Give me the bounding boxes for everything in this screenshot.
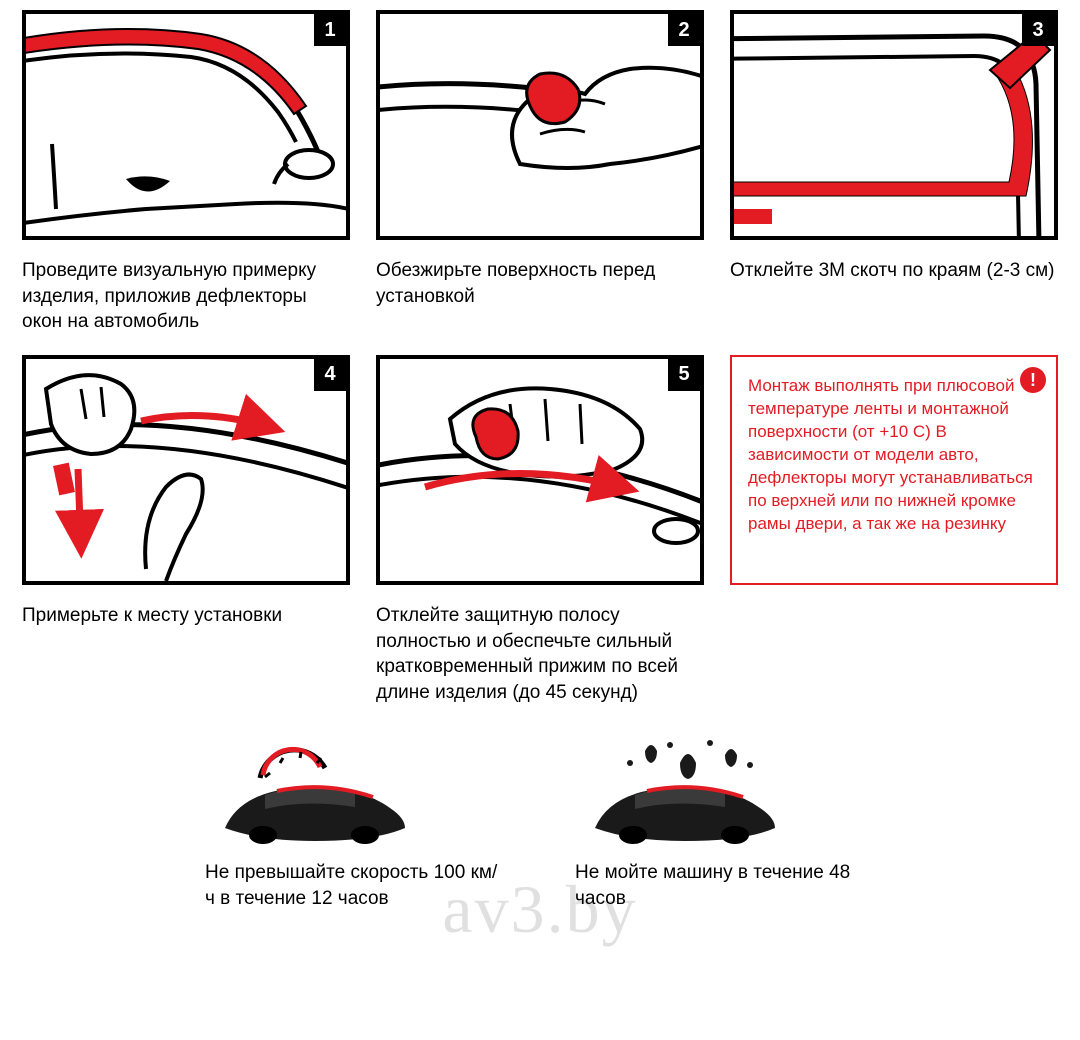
step-1: 1 Проведите визуальную примерку изделия,… <box>22 10 350 335</box>
tip-speed: Не превышайте скорость 100 км/ч в течени… <box>205 733 505 911</box>
step-5-caption: Отклейте защитную полосу полностью и обе… <box>376 603 704 706</box>
step-1-illustration <box>26 14 346 236</box>
step-5-number: 5 <box>668 359 700 391</box>
step-2: 2 Обезжирьте поверхность перед установко… <box>376 10 704 335</box>
step-1-panel: 1 <box>22 10 350 240</box>
step-5-illustration <box>380 359 700 581</box>
step-4: 4 Примерьте к месту установки <box>22 355 350 706</box>
tip-speed-illustration <box>205 733 415 848</box>
step-3-caption: Отклейте 3М скотч по краям (2-3 см) <box>730 258 1058 284</box>
warning-icon: ! <box>1020 367 1046 393</box>
step-3: 3 Отклейте 3М скотч по краям (2-3 см) <box>730 10 1058 335</box>
warning-box: ! Монтаж выполнять при плюсовой температ… <box>730 355 1058 585</box>
steps-grid: 1 Проведите визуальную примерку изделия,… <box>22 10 1058 705</box>
step-5-panel: 5 <box>376 355 704 585</box>
tip-wash-caption: Не мойте машину в течение 48 часов <box>575 860 875 911</box>
tip-wash-illustration <box>575 733 785 848</box>
step-4-illustration <box>26 359 346 581</box>
step-1-caption: Проведите визуальную примерку изделия, п… <box>22 258 350 335</box>
warning-step: ! Монтаж выполнять при плюсовой температ… <box>730 355 1058 706</box>
step-3-number: 3 <box>1022 14 1054 46</box>
step-2-panel: 2 <box>376 10 704 240</box>
step-2-illustration <box>380 14 700 236</box>
tip-wash: Не мойте машину в течение 48 часов <box>575 733 875 911</box>
step-2-caption: Обезжирьте поверхность перед установкой <box>376 258 704 309</box>
step-4-panel: 4 <box>22 355 350 585</box>
step-2-number: 2 <box>668 14 700 46</box>
tip-speed-caption: Не превышайте скорость 100 км/ч в течени… <box>205 860 505 911</box>
step-3-panel: 3 <box>730 10 1058 240</box>
step-4-number: 4 <box>314 359 346 391</box>
step-4-caption: Примерьте к месту установки <box>22 603 350 629</box>
warning-text: Монтаж выполнять при плюсовой температур… <box>748 375 1040 536</box>
step-5: 5 Отклейте защитную полосу полностью и о… <box>376 355 704 706</box>
step-3-illustration <box>734 14 1054 236</box>
step-1-number: 1 <box>314 14 346 46</box>
tips-row: Не превышайте скорость 100 км/ч в течени… <box>22 733 1058 911</box>
